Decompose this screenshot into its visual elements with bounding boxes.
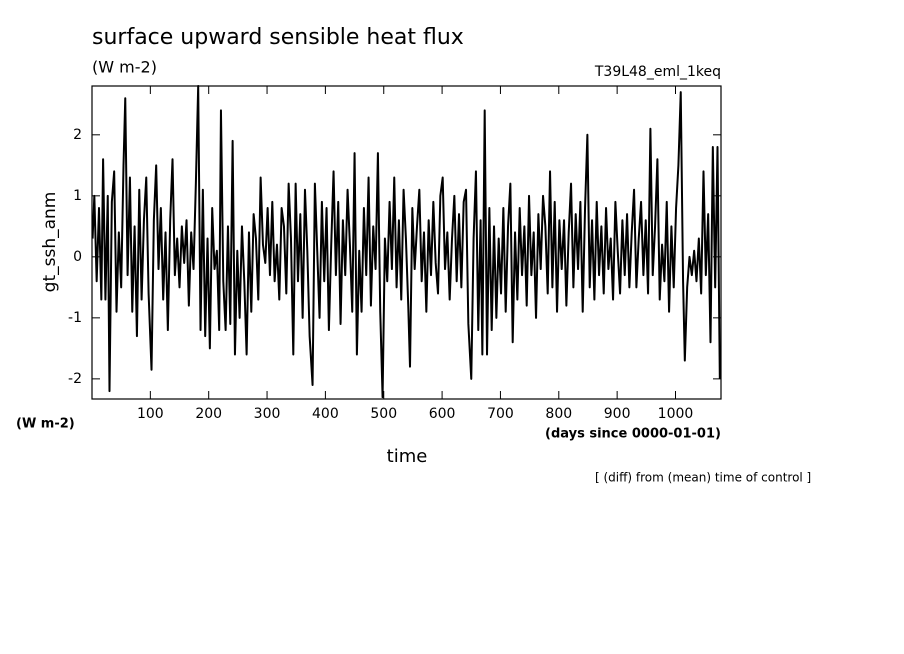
x-tick-label: 400 bbox=[312, 406, 339, 422]
chart-title: surface upward sensible heat flux bbox=[92, 25, 464, 50]
footnote: [ (diff) from (mean) time of control ] bbox=[595, 471, 811, 485]
y-units-label: (W m-2) bbox=[16, 417, 75, 432]
data-line bbox=[91, 85, 721, 399]
x-tick-label: 600 bbox=[429, 406, 456, 422]
y-tick-label: -2 bbox=[68, 371, 82, 387]
y-tick-label: 1 bbox=[73, 188, 82, 204]
x-tick-label: 900 bbox=[604, 406, 631, 422]
x-tick-label: 700 bbox=[487, 406, 514, 422]
x-tick-label: 500 bbox=[370, 406, 397, 422]
x-axis-label: time bbox=[387, 446, 428, 467]
y-tick-label: 2 bbox=[73, 127, 82, 143]
x-tick-label: 300 bbox=[254, 406, 281, 422]
y-axis-label: gt_ssh_anm bbox=[40, 192, 60, 293]
x-tick-label: 800 bbox=[545, 406, 572, 422]
run-label: T39L48_eml_1keq bbox=[594, 64, 721, 80]
units-label: (W m-2) bbox=[92, 58, 157, 77]
y-tick-label: -1 bbox=[68, 310, 82, 326]
x-units-label: (days since 0000-01-01) bbox=[545, 427, 721, 442]
plot-frame bbox=[91, 85, 722, 400]
x-tick-label: 200 bbox=[195, 406, 222, 422]
x-tick-label: 1000 bbox=[658, 406, 694, 422]
x-tick-label: 100 bbox=[137, 406, 164, 422]
y-tick-label: 0 bbox=[73, 249, 82, 265]
